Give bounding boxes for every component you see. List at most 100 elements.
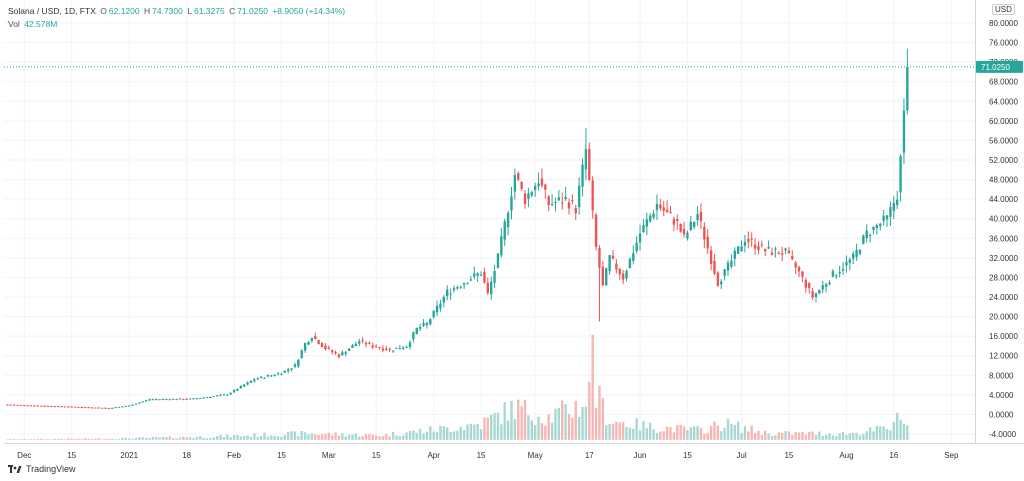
volume-bar xyxy=(165,437,168,440)
volume-bar xyxy=(121,437,124,440)
candle-body xyxy=(537,183,540,187)
candle-body xyxy=(402,347,405,349)
candle-body xyxy=(554,201,557,203)
volume-bar xyxy=(114,439,117,440)
volume-bar xyxy=(446,427,449,440)
volume-bar xyxy=(791,434,794,440)
candle-body xyxy=(134,403,138,405)
candle-body xyxy=(774,248,777,250)
candle-body xyxy=(564,196,567,199)
time-axis[interactable]: Dec 15 2021 18 Feb 15 Mar 15 Apr 15 May 17 Jun 15 Jul 1… xyxy=(17,451,959,460)
volume-bar xyxy=(632,428,635,440)
candle-body xyxy=(770,252,774,255)
volume-bar xyxy=(459,426,462,440)
volume-bar xyxy=(628,427,632,440)
volume-bar xyxy=(693,426,696,440)
candle-body xyxy=(493,270,496,283)
volume-bar xyxy=(672,432,676,440)
volume-bar xyxy=(513,419,517,440)
candle-body xyxy=(229,392,232,395)
volume-bar xyxy=(185,437,188,440)
candle-body xyxy=(550,203,554,205)
volume-bar xyxy=(391,431,395,440)
y-tick-label: 60.0000 xyxy=(989,117,1018,126)
candle-body xyxy=(280,374,283,376)
volume-bar xyxy=(408,430,412,440)
volume-bar xyxy=(845,434,848,440)
volume-bar xyxy=(523,399,527,440)
candle-body xyxy=(547,196,550,206)
candle-body xyxy=(503,221,506,240)
candle-body xyxy=(479,274,483,276)
tradingview-logo[interactable]: TradingView xyxy=(8,464,76,474)
candle-body xyxy=(686,232,689,239)
x-tick-label: 15 xyxy=(683,451,692,460)
candle-body xyxy=(801,271,804,277)
volume-bar xyxy=(138,437,141,440)
volume-bar xyxy=(141,437,144,440)
volume-bar xyxy=(327,432,330,440)
volume-bar xyxy=(104,439,107,440)
volume-bar xyxy=(368,433,371,440)
volume-bar xyxy=(287,432,290,440)
volume-bar xyxy=(199,436,202,440)
volume-bar xyxy=(249,436,253,440)
candle-body xyxy=(209,396,212,398)
volume-bar xyxy=(902,423,906,440)
candle-body xyxy=(605,268,608,286)
x-tick-label: 16 xyxy=(889,451,898,460)
volume-bar xyxy=(899,419,902,440)
last-price-tag: 71.0250 xyxy=(976,60,1023,73)
candle-body xyxy=(114,407,117,409)
candle-body xyxy=(466,283,469,285)
volume-bar xyxy=(462,430,466,440)
candle-body xyxy=(84,407,87,409)
volume-bar xyxy=(246,435,249,440)
candle-body xyxy=(80,407,83,409)
candle-body xyxy=(906,66,909,111)
volume-bar xyxy=(70,438,73,440)
volume-bar xyxy=(347,434,351,440)
volume-bar xyxy=(124,437,127,440)
candle-body xyxy=(706,236,709,249)
y-tick-label: 44.0000 xyxy=(989,195,1018,204)
candle-body xyxy=(131,404,134,406)
x-tick-label: 15 xyxy=(477,451,486,460)
volume-bar xyxy=(740,432,743,440)
candle-body xyxy=(716,272,720,286)
candle-body xyxy=(824,284,828,287)
volume-bar xyxy=(784,431,787,440)
volume-bar xyxy=(821,435,824,440)
volume-bar xyxy=(879,426,882,440)
candle-body xyxy=(747,239,750,242)
volume-bar xyxy=(405,432,408,440)
candle-body xyxy=(652,213,655,218)
price-axis[interactable]: -4.0000 0.0000 4.0000 8.0000 12.0000 16.0000 2… xyxy=(989,19,1018,439)
volume-bar xyxy=(720,431,723,440)
volume-bar xyxy=(520,406,523,440)
volume-bar xyxy=(500,424,503,440)
volume-bar xyxy=(862,433,865,440)
candle-body xyxy=(628,258,632,269)
volume-bar xyxy=(733,424,736,440)
volume-bar xyxy=(852,433,855,440)
volume-bar xyxy=(175,438,178,440)
volume-bar xyxy=(662,431,665,440)
candle-body xyxy=(249,380,253,383)
candle-body xyxy=(287,369,290,372)
volume-bar xyxy=(703,433,706,440)
candle-body xyxy=(780,253,784,255)
volume-bar xyxy=(310,433,314,440)
candle-body xyxy=(9,404,12,406)
candle-body xyxy=(67,406,70,408)
volume-bar xyxy=(63,439,67,440)
candle-body xyxy=(300,350,303,358)
symbol-label[interactable]: Solana / USD, 1D, FTX xyxy=(8,6,96,16)
candle-body xyxy=(750,238,753,240)
currency-badge[interactable]: USD xyxy=(992,4,1015,15)
volume-bar xyxy=(787,431,791,440)
volume-bar xyxy=(896,412,899,440)
volume-bar xyxy=(270,435,273,440)
volume-bar xyxy=(351,434,354,440)
